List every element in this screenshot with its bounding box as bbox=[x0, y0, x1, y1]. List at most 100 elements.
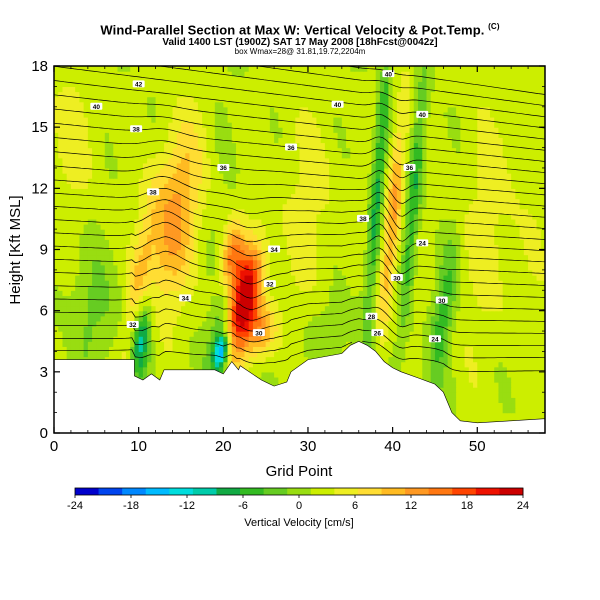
velocity-cell bbox=[66, 290, 72, 296]
velocity-cell bbox=[511, 320, 516, 327]
velocity-cell bbox=[477, 193, 483, 200]
velocity-cell bbox=[362, 325, 368, 332]
velocity-cell bbox=[316, 244, 322, 251]
velocity-cell bbox=[451, 315, 457, 322]
velocity-cell bbox=[180, 218, 186, 225]
velocity-cell bbox=[219, 269, 224, 276]
velocity-cell bbox=[443, 382, 449, 388]
velocity-cell bbox=[248, 331, 254, 337]
velocity-cell bbox=[227, 351, 233, 358]
velocity-cell bbox=[227, 320, 233, 327]
velocity-cell bbox=[142, 361, 148, 368]
velocity-cell bbox=[532, 259, 538, 266]
velocity-cell bbox=[519, 392, 525, 398]
velocity-cell bbox=[274, 183, 279, 189]
velocity-cell bbox=[532, 315, 538, 322]
velocity-cell bbox=[494, 229, 500, 235]
velocity-cell bbox=[227, 239, 233, 246]
velocity-cell bbox=[197, 259, 203, 266]
velocity-cell bbox=[413, 173, 419, 179]
velocity-cell bbox=[519, 397, 525, 404]
velocity-cell bbox=[66, 213, 72, 220]
velocity-cell bbox=[506, 269, 512, 276]
velocity-cell bbox=[54, 280, 59, 286]
velocity-cell bbox=[282, 249, 288, 256]
velocity-cell bbox=[528, 387, 533, 393]
velocity-cell bbox=[193, 167, 199, 174]
velocity-cell bbox=[456, 274, 461, 281]
velocity-cell bbox=[286, 269, 292, 276]
velocity-cell bbox=[443, 254, 449, 261]
velocity-cell bbox=[426, 183, 432, 189]
velocity-cell bbox=[282, 325, 288, 332]
velocity-cell bbox=[117, 239, 123, 246]
velocity-cell bbox=[193, 162, 199, 169]
velocity-cell bbox=[269, 193, 275, 200]
velocity-cell bbox=[532, 310, 538, 317]
velocity-cell bbox=[443, 208, 449, 215]
velocity-cell bbox=[350, 213, 356, 220]
velocity-cell bbox=[121, 325, 127, 332]
velocity-cell bbox=[79, 208, 85, 215]
velocity-cell bbox=[473, 346, 478, 353]
velocity-cell bbox=[92, 346, 97, 353]
velocity-cell bbox=[227, 290, 233, 296]
velocity-cell bbox=[299, 234, 305, 240]
velocity-cell bbox=[164, 178, 169, 184]
velocity-cell bbox=[367, 325, 373, 332]
velocity-cell bbox=[295, 305, 301, 312]
velocity-cell bbox=[58, 325, 64, 332]
velocity-cell bbox=[227, 325, 233, 332]
velocity-cell bbox=[282, 341, 288, 347]
velocity-cell bbox=[337, 274, 343, 281]
velocity-cell bbox=[303, 173, 309, 179]
velocity-cell bbox=[519, 213, 525, 220]
velocity-cell bbox=[464, 259, 470, 266]
velocity-cell bbox=[320, 285, 326, 291]
velocity-cell bbox=[291, 269, 296, 276]
velocity-cell bbox=[299, 218, 305, 225]
velocity-cell bbox=[252, 173, 258, 179]
velocity-cell bbox=[511, 407, 516, 414]
velocity-cell bbox=[75, 280, 80, 286]
velocity-cell bbox=[164, 259, 169, 266]
velocity-cell bbox=[519, 331, 525, 337]
velocity-cell bbox=[227, 280, 233, 286]
velocity-cell bbox=[96, 346, 102, 353]
velocity-cell bbox=[286, 366, 292, 373]
velocity-cell bbox=[159, 300, 165, 307]
velocity-cell bbox=[426, 254, 432, 261]
velocity-cell bbox=[418, 305, 423, 312]
velocity-cell bbox=[329, 300, 334, 307]
velocity-cell bbox=[274, 269, 279, 276]
velocity-cell bbox=[540, 320, 545, 327]
velocity-cell bbox=[362, 280, 368, 286]
velocity-cell bbox=[244, 183, 250, 189]
velocity-cell bbox=[346, 239, 351, 246]
velocity-cell bbox=[202, 234, 207, 240]
velocity-cell bbox=[468, 310, 474, 317]
velocity-cell bbox=[434, 382, 440, 388]
velocity-cell bbox=[494, 407, 500, 414]
velocity-cell bbox=[219, 310, 224, 317]
velocity-cell bbox=[109, 234, 114, 240]
velocity-cell bbox=[92, 173, 97, 179]
velocity-cell bbox=[172, 244, 178, 251]
velocity-cell bbox=[502, 290, 508, 296]
velocity-cell bbox=[202, 295, 207, 302]
velocity-cell bbox=[341, 325, 347, 332]
velocity-cell bbox=[261, 162, 267, 169]
velocity-cell bbox=[502, 371, 508, 378]
velocity-cell bbox=[333, 213, 339, 220]
velocity-cell bbox=[451, 167, 457, 174]
velocity-cell bbox=[401, 269, 406, 276]
velocity-cell bbox=[79, 162, 85, 169]
velocity-cell bbox=[104, 254, 110, 261]
velocity-cell bbox=[519, 325, 525, 332]
velocity-cell bbox=[341, 331, 347, 337]
velocity-cell bbox=[214, 213, 220, 220]
velocity-cell bbox=[460, 315, 466, 322]
velocity-cell bbox=[231, 356, 237, 363]
velocity-cell bbox=[447, 376, 453, 383]
velocity-cell bbox=[489, 274, 495, 281]
